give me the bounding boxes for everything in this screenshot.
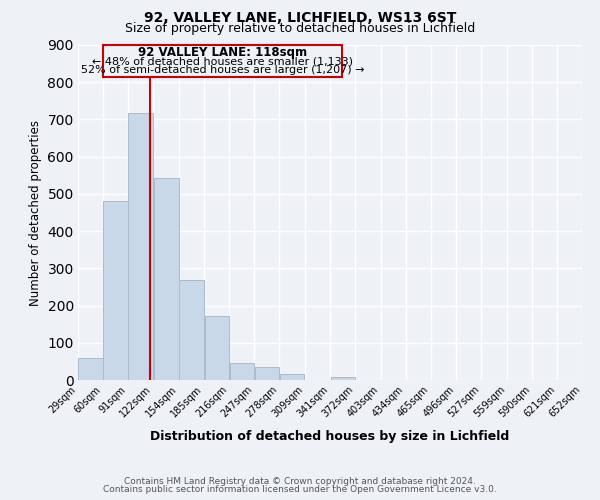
Bar	[254, 367, 279, 380]
Text: 92, VALLEY LANE, LICHFIELD, WS13 6ST: 92, VALLEY LANE, LICHFIELD, WS13 6ST	[144, 11, 456, 25]
X-axis label: Distribution of detached houses by size in Lichfield: Distribution of detached houses by size …	[151, 430, 509, 444]
Bar	[230, 362, 254, 380]
Text: Contains HM Land Registry data © Crown copyright and database right 2024.: Contains HM Land Registry data © Crown c…	[124, 477, 476, 486]
Bar	[205, 316, 229, 380]
Bar	[179, 280, 204, 380]
Text: 92 VALLEY LANE: 118sqm: 92 VALLEY LANE: 118sqm	[138, 46, 307, 59]
FancyBboxPatch shape	[103, 45, 342, 76]
Text: Size of property relative to detached houses in Lichfield: Size of property relative to detached ho…	[125, 22, 475, 35]
Bar	[154, 178, 179, 380]
Bar	[128, 112, 153, 380]
Text: 52% of semi-detached houses are larger (1,207) →: 52% of semi-detached houses are larger (…	[80, 66, 364, 76]
Text: Contains public sector information licensed under the Open Government Licence v3: Contains public sector information licen…	[103, 485, 497, 494]
Bar	[280, 374, 304, 380]
Text: ← 48% of detached houses are smaller (1,133): ← 48% of detached houses are smaller (1,…	[92, 56, 353, 66]
Bar	[79, 358, 103, 380]
Bar	[103, 202, 128, 380]
Y-axis label: Number of detached properties: Number of detached properties	[29, 120, 42, 306]
Bar	[331, 377, 355, 380]
